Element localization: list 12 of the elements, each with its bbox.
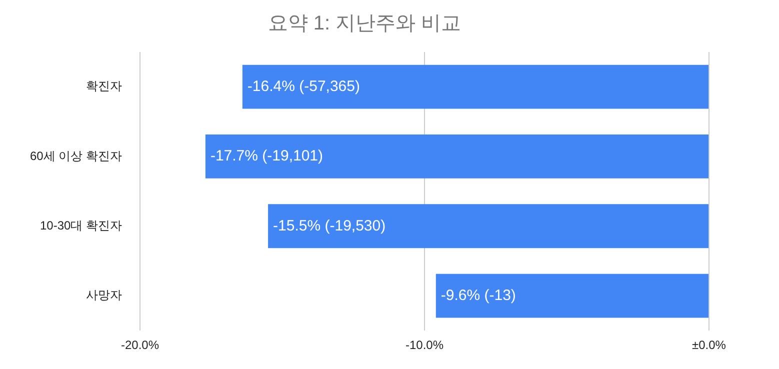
chart-title: 요약 1: 지난주와 비교 [268,12,462,35]
data-label: -9.6% (-13) [440,286,516,304]
y-tick-label: 60세 이상 확진자 [30,148,122,163]
data-label: -17.7% (-19,101) [210,148,324,165]
y-tick-label: 확진자 [86,79,122,94]
data-label: -15.5% (-19,530) [273,217,386,234]
x-tick-label: -10.0% [405,338,444,352]
y-tick-label: 사망자 [86,288,122,302]
y-tick-label: 10-30대 확진자 [40,218,122,232]
x-tick-label: -20.0% [121,338,160,352]
x-tick-label: ±0.0% [692,338,726,352]
data-label: -16.4% (-57,365) [247,78,360,95]
